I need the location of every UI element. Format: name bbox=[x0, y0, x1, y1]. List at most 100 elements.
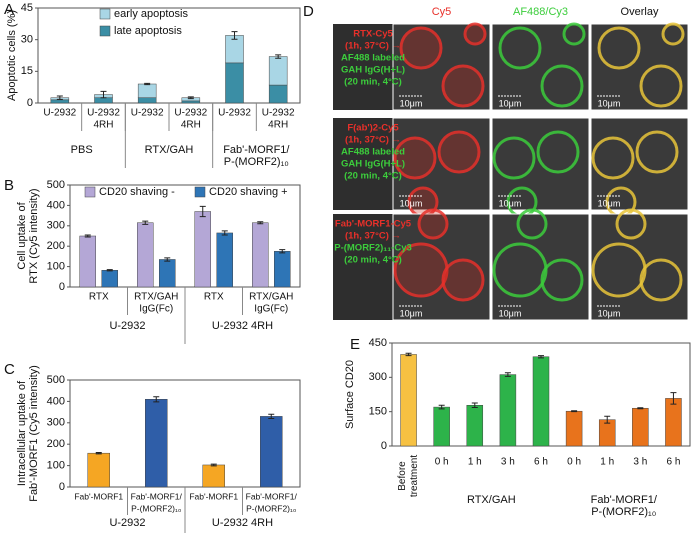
x-tick-label: IgG(Fc) bbox=[139, 304, 173, 315]
y-tick-label: 45 bbox=[21, 2, 33, 14]
error-bar bbox=[106, 269, 113, 272]
error-bar bbox=[231, 31, 238, 40]
group-label: U-2932 bbox=[109, 320, 145, 332]
bar-segment bbox=[225, 62, 244, 104]
error-bar bbox=[187, 96, 194, 100]
x-tick-label: 4RH bbox=[93, 120, 113, 131]
error-bar bbox=[571, 410, 578, 413]
x-tick-label: P-(MORF2)₁₀ bbox=[246, 503, 297, 513]
cell bbox=[441, 64, 485, 108]
bar bbox=[145, 399, 168, 488]
x-tick-label: U-2932 bbox=[262, 108, 295, 119]
panel-letter: B bbox=[4, 177, 14, 194]
bar bbox=[87, 452, 110, 488]
x-tick-label: treatment bbox=[409, 455, 420, 497]
scale-bar-label: 10μm bbox=[598, 198, 621, 208]
cell bbox=[463, 22, 487, 46]
bar-segment bbox=[137, 83, 157, 98]
error-bar bbox=[670, 392, 677, 405]
y-tick-label: 30 bbox=[21, 34, 33, 46]
cell bbox=[498, 26, 542, 70]
x-tick-label: 1 h bbox=[600, 457, 614, 468]
error-bar bbox=[538, 355, 544, 359]
legend-swatch bbox=[194, 186, 206, 198]
y-tick-label: 500 bbox=[47, 374, 65, 386]
x-tick-label: Fab'-MORF1 bbox=[74, 491, 123, 501]
cell bbox=[661, 22, 685, 46]
group-label: RTX/GAH bbox=[467, 494, 516, 506]
x-tick-label: Fab'-MORF1/ bbox=[131, 491, 183, 501]
column-header: AF488/Cy3 bbox=[513, 6, 568, 18]
row-label: (1h, 37°C) → bbox=[345, 135, 401, 146]
cell bbox=[591, 136, 635, 180]
group-label: P-(MORF2)₁₀ bbox=[591, 506, 656, 518]
x-tick-label: U-2932 bbox=[43, 108, 76, 119]
error-bar bbox=[279, 249, 286, 254]
bar bbox=[565, 410, 583, 447]
bar bbox=[499, 374, 517, 447]
y-tick-label: 200 bbox=[47, 240, 65, 252]
x-tick-label: 6 h bbox=[666, 457, 680, 468]
bar bbox=[433, 406, 450, 447]
group-label: RTX/GAH bbox=[145, 144, 194, 156]
x-tick-label: 1 h bbox=[468, 457, 482, 468]
error-bar bbox=[257, 221, 264, 225]
y-tick-label: 500 bbox=[47, 179, 65, 191]
x-tick-label: Fab'-MORF1/ bbox=[246, 491, 298, 501]
legend-swatch bbox=[84, 186, 96, 198]
bar bbox=[159, 259, 176, 288]
error-bar bbox=[199, 205, 206, 218]
error-bar bbox=[56, 95, 63, 100]
x-tick-label: 3 h bbox=[501, 457, 515, 468]
x-tick-label: U-2932 bbox=[131, 108, 164, 119]
cell bbox=[441, 258, 485, 302]
scale-bar-label: 10μm bbox=[598, 98, 621, 108]
error-bar bbox=[142, 220, 149, 225]
row-label: (1h, 37°C) → bbox=[345, 41, 401, 52]
micrograph bbox=[590, 23, 689, 111]
scale-bar-label: 10μm bbox=[499, 308, 522, 318]
y-tick-label: 0 bbox=[59, 281, 65, 293]
plot-frame bbox=[37, 7, 301, 104]
cell bbox=[639, 64, 683, 108]
bar bbox=[665, 398, 682, 447]
error-bar bbox=[604, 415, 611, 424]
legend-label: CD20 shaving - bbox=[99, 186, 175, 198]
y-tick-label: 0 bbox=[59, 481, 65, 493]
legend-label: CD20 shaving + bbox=[209, 186, 288, 198]
micrograph bbox=[590, 213, 689, 321]
error-bar bbox=[504, 372, 511, 377]
group-label: Fab'-MORF1/ bbox=[223, 144, 290, 156]
micrograph bbox=[491, 23, 590, 111]
scale-bar-label: 10μm bbox=[499, 98, 522, 108]
bar bbox=[194, 211, 211, 288]
y-axis-label: Surface CD20 bbox=[344, 360, 356, 429]
bar-segment bbox=[50, 99, 70, 104]
y-axis-label: Intracellular uptake of bbox=[16, 380, 28, 486]
x-tick-label: RTX bbox=[89, 292, 109, 303]
cell bbox=[562, 22, 586, 46]
bar bbox=[466, 405, 484, 447]
x-tick-label: P-(MORF2)₁₀ bbox=[131, 503, 182, 513]
y-tick-label: 300 bbox=[47, 220, 65, 232]
y-tick-label: 0 bbox=[27, 97, 33, 109]
x-tick-label: Before bbox=[397, 461, 408, 491]
error-bar bbox=[275, 54, 282, 59]
error-bar bbox=[471, 402, 478, 409]
panel-letter: E bbox=[350, 336, 360, 353]
bar-segment bbox=[137, 97, 157, 104]
y-tick-label: 450 bbox=[369, 337, 387, 349]
y-tick-label: 150 bbox=[369, 406, 387, 418]
cell bbox=[615, 208, 647, 240]
cell bbox=[639, 258, 683, 302]
x-tick-label: 0 h bbox=[435, 457, 449, 468]
bar bbox=[274, 251, 291, 288]
column-header: Overlay bbox=[621, 6, 659, 18]
row-label: RTX-Cy5 bbox=[353, 29, 393, 40]
panel-letter: C bbox=[4, 361, 15, 378]
micrograph bbox=[491, 213, 590, 321]
label-background bbox=[333, 24, 393, 110]
cell bbox=[540, 258, 584, 302]
legend-label: late apoptosis bbox=[114, 25, 182, 37]
